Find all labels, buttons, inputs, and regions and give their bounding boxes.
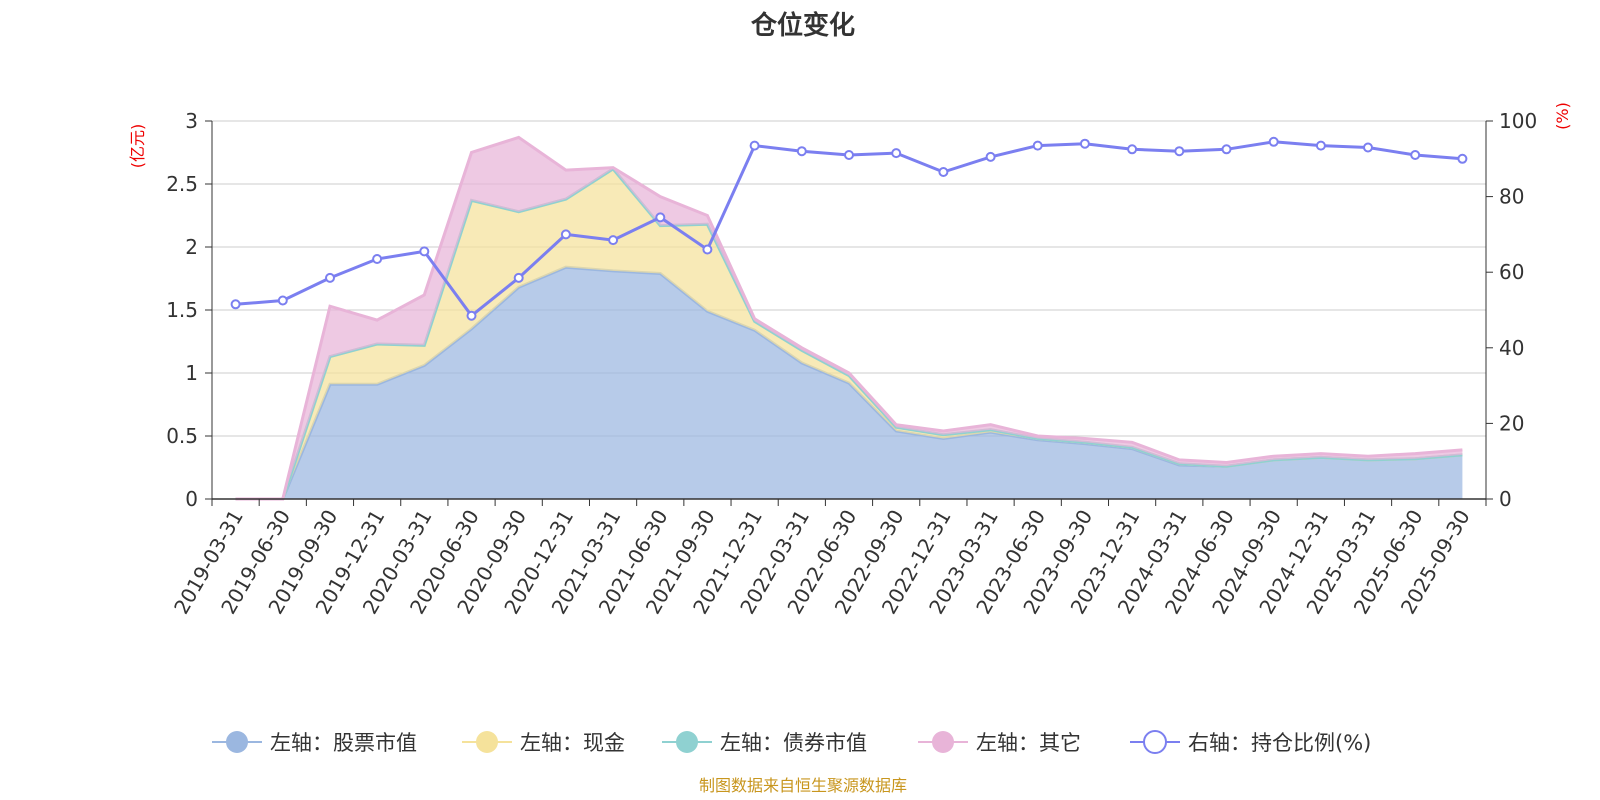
ratio-point [891,148,902,159]
ratio-point [844,150,854,160]
ratio-point [466,310,477,321]
legend-label: 左轴：债券市值 [720,731,867,755]
ratio-point [702,244,713,255]
y-right-tick-label: 60 [1499,260,1524,284]
y-right-tick-label: 100 [1499,109,1537,133]
ratio-point [938,167,949,177]
y-right-tick-label: 40 [1499,336,1524,360]
ratio-point [513,272,524,283]
ratio-point [608,235,619,246]
ratio-point [1315,140,1326,151]
ratio-point [230,299,241,310]
y-left-tick-label: 0 [185,487,198,511]
ratio-point [655,212,666,223]
ratio-point [372,254,383,264]
y-axis-left-unit: (亿元) [128,124,147,169]
ratio-line-series [230,136,1468,321]
y-right-tick-label: 20 [1499,411,1524,435]
chart-title: 仓位变化 [750,10,855,41]
y-axis-right-unit: (%) [1553,102,1572,130]
y-left-tick-label: 2.5 [166,172,198,196]
y-left-tick-label: 0.5 [166,424,198,448]
legend-label: 右轴：持仓比例(%) [1188,731,1371,755]
ratio-point [560,229,571,240]
ratio-point [1221,144,1232,155]
x-axis-ticks: 2019-03-312019-06-302019-09-302019-12-31… [169,499,1487,618]
ratio-point [1174,146,1185,157]
ratio-point [325,272,335,283]
legend-label: 左轴：其它 [976,731,1081,755]
legend-symbol-marker [676,731,698,753]
y-left-tick-label: 2 [185,235,198,259]
y-left-tick-label: 1 [185,361,198,385]
legend-symbol-marker [1143,730,1167,754]
legend-label: 左轴：现金 [520,731,625,755]
legend-symbol-marker [932,731,954,753]
area-左轴：现金 [235,168,1463,499]
ratio-point [985,151,996,162]
ratio-point [1410,150,1421,160]
y-left-tick-label: 3 [185,109,198,133]
ratio-line [235,140,1463,318]
y-axis-right-ticks: 0 20 40 60 80 100 [1486,109,1537,511]
y-left-tick-label: 1.5 [166,298,198,322]
legend-item: 左轴：现金 [462,731,625,755]
legend-item: 左轴：其它 [918,731,1081,755]
y-right-tick-label: 0 [1499,487,1512,511]
ratio-point [419,246,430,257]
ratio-point [796,146,807,157]
legend-symbol-marker [476,731,498,753]
ratio-point [277,295,288,306]
stacked-areas [235,135,1463,501]
area-edge-左轴：其它 [235,135,1463,501]
ratio-point [749,140,760,151]
legend-item: 右轴：持仓比例(%) [1130,730,1371,755]
y-right-tick-label: 80 [1499,185,1524,209]
y-axis-left-ticks: 0 0.5 1 1.5 2 2.5 3 [166,109,212,511]
ratio-point [1457,153,1468,164]
ratio-point [1127,144,1138,155]
legend-item: 左轴：债券市值 [662,731,867,755]
legend-label: 左轴：股票市值 [270,731,417,755]
ratio-point [1032,140,1043,151]
ratio-point [1363,142,1373,153]
legend: 左轴：股票市值 左轴：现金 左轴：债券市值 左轴：其它 右轴：持仓比例(%) [212,730,1371,755]
legend-symbol-marker [226,731,248,753]
source-note: 制图数据来自恒生聚源数据库 [699,776,907,795]
ratio-point [1268,136,1279,147]
ratio-point [1079,138,1090,149]
legend-item: 左轴：股票市值 [212,731,417,755]
